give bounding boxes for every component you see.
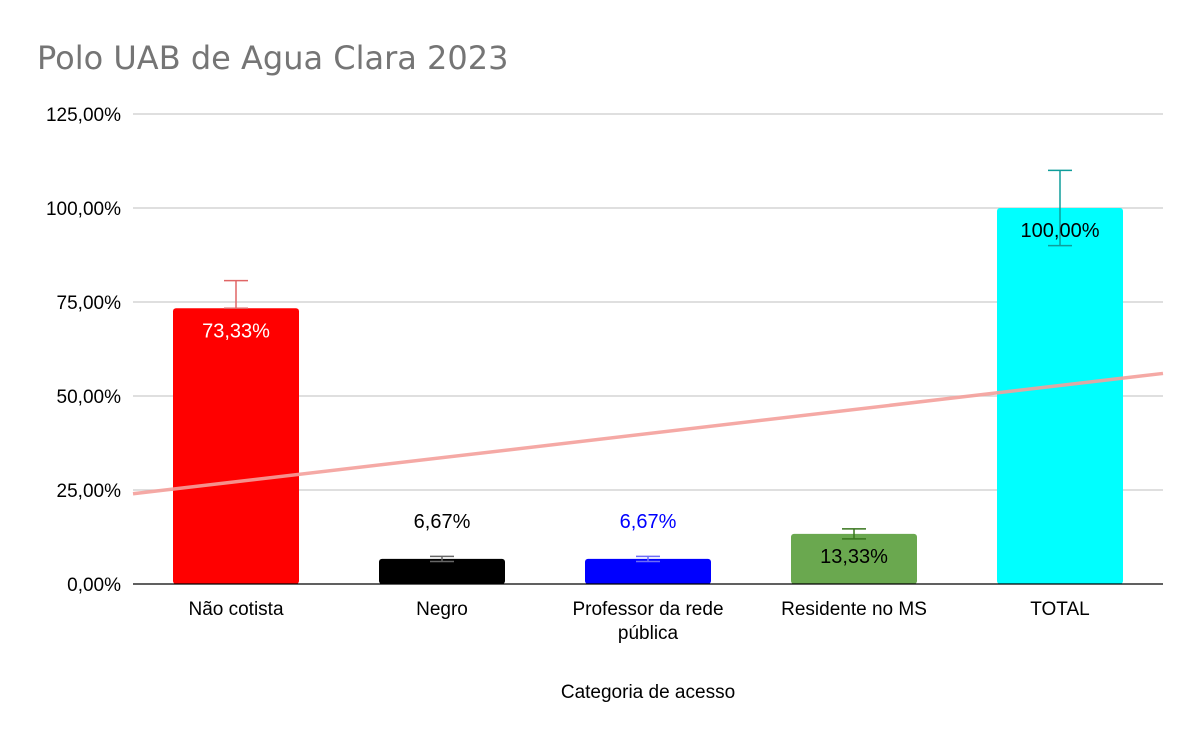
bars — [173, 208, 1123, 584]
x-tick-label: Negro — [416, 599, 468, 620]
bar — [173, 308, 299, 584]
chart-title: Polo UAB de Agua Clara 2023 — [37, 39, 508, 77]
data-label: 6,67% — [620, 511, 677, 533]
data-label: 73,33% — [202, 320, 270, 342]
x-axis-categories: Não cotista Negro Professor da rede pública… — [188, 599, 1089, 644]
x-axis-label: Categoria de acesso — [561, 682, 735, 703]
bar — [585, 558, 711, 584]
bar — [379, 558, 505, 584]
x-tick-label: Não cotista — [188, 599, 283, 620]
data-label: 13,33% — [820, 546, 888, 568]
y-tick-label: 125,00% — [46, 105, 121, 126]
bar — [997, 208, 1123, 584]
y-axis-ticks: 0,00% 25,00% 50,00% 75,00% 100,00% 125,00% — [46, 105, 121, 596]
y-tick-label: 100,00% — [46, 199, 121, 220]
x-tick-label: Professor da rede — [572, 599, 723, 620]
trendline — [132, 371, 1164, 496]
x-tick-label: pública — [618, 623, 679, 644]
trendline-line — [132, 371, 1164, 496]
error-bars — [224, 169, 1072, 563]
gridlines — [133, 113, 1163, 491]
y-tick-label: 50,00% — [57, 387, 122, 408]
data-labels: 73,33% 6,67% 6,67% 13,33% 100,00% — [202, 220, 1100, 568]
x-tick-label: Residente no MS — [781, 599, 927, 620]
y-tick-label: 0,00% — [67, 575, 121, 596]
x-tick-label: TOTAL — [1030, 599, 1089, 620]
bar — [791, 533, 917, 584]
data-label: 100,00% — [1021, 220, 1100, 242]
data-label: 6,67% — [414, 511, 471, 533]
y-tick-label: 25,00% — [57, 481, 122, 502]
y-tick-label: 75,00% — [57, 293, 122, 314]
